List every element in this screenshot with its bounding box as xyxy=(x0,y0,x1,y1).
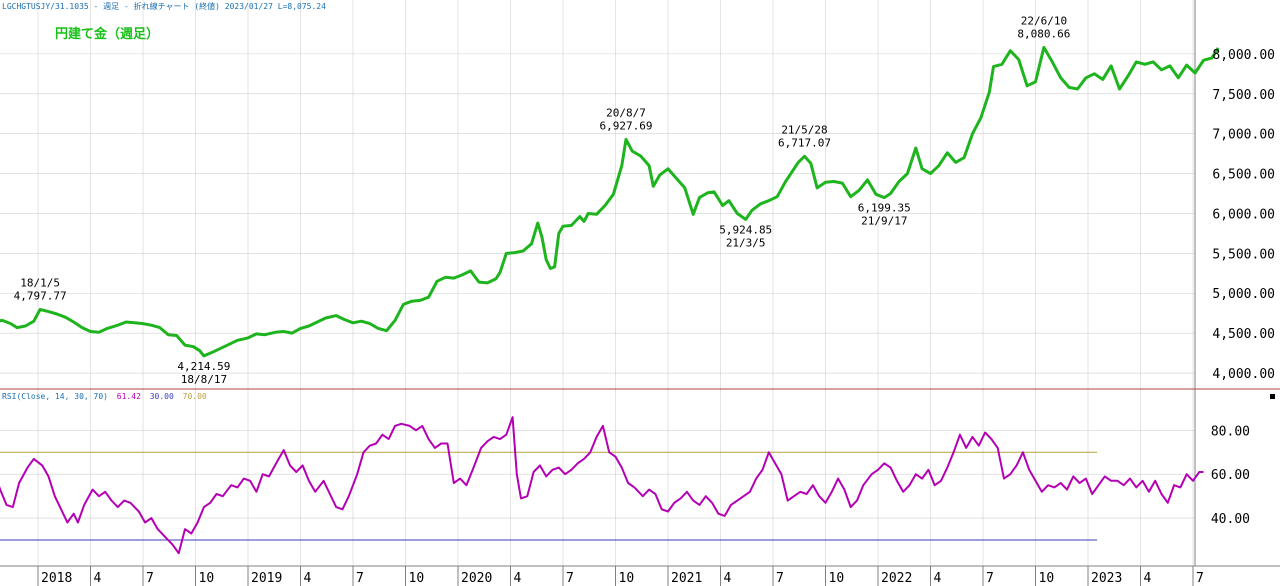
price-panel xyxy=(0,45,1220,358)
x-tick-label: 4 xyxy=(94,571,102,586)
x-tick-label: 4 xyxy=(1144,571,1152,586)
x-tick-label: 10 xyxy=(1039,571,1055,586)
x-tick-label: 10 xyxy=(829,571,845,586)
annotation-label: 21/9/17 xyxy=(861,215,907,228)
annotation-label: 21/3/5 xyxy=(726,236,766,249)
rsi-y-tick-label: 80.00 xyxy=(1211,424,1250,439)
x-tick-label: 7 xyxy=(1196,571,1204,586)
x-tick-label: 2019 xyxy=(251,571,282,586)
rsi-y-tick-label: 60.00 xyxy=(1211,468,1250,483)
grid-lines xyxy=(0,0,1195,566)
x-tick-label: 2018 xyxy=(41,571,72,586)
x-tick-label: 10 xyxy=(409,571,425,586)
x-tick-label: 2022 xyxy=(881,571,912,586)
price-y-tick-label: 6,000.00 xyxy=(1212,207,1275,222)
chart-header: LGCHGTUSJY/31.1035 - 週足 - 折れ線チャート (終値) 2… xyxy=(2,1,326,11)
rsi-header-value: 61.42 xyxy=(117,392,141,401)
x-tick-label: 7 xyxy=(986,571,994,586)
x-tick-label: 2021 xyxy=(671,571,702,586)
x-tick-label: 4 xyxy=(304,571,312,586)
annotation-label: 21/5/28 xyxy=(781,123,827,136)
panel-close-icon[interactable] xyxy=(1270,394,1275,399)
x-axis-labels: 2018 4 7 10 2019 4 7 10 2020 4 7 10 2021 4 7 10 2022 4 7 10… xyxy=(37,566,1204,586)
price-y-tick-label: 5,500.00 xyxy=(1212,247,1275,262)
price-y-tick-label: 8,000.00 xyxy=(1212,48,1275,63)
x-tick-label: 7 xyxy=(776,571,784,586)
x-tick-label: 4 xyxy=(514,571,522,586)
y-axis-labels: 4,000.00 4,500.00 5,000.00 5,500.00 6,000.00… xyxy=(1211,48,1275,527)
x-tick-label: 2023 xyxy=(1091,571,1122,586)
rsi-panel xyxy=(0,416,1204,555)
price-y-tick-label: 4,000.00 xyxy=(1212,367,1275,382)
x-tick-label: 10 xyxy=(619,571,635,586)
annotation-label: 18/1/5 xyxy=(20,276,60,289)
annotation-label: 18/8/17 xyxy=(181,373,227,386)
x-tick-label: 7 xyxy=(146,571,154,586)
annotation-label: 5,924.85 xyxy=(719,223,772,236)
rsi-header-label: RSI(Close, 14, 30, 70) xyxy=(2,392,108,401)
chart-title: 円建て金（週足） xyxy=(55,26,159,42)
x-tick-label: 10 xyxy=(199,571,215,586)
annotation-label: 6,717.07 xyxy=(778,136,831,149)
x-tick-label: 7 xyxy=(356,571,364,586)
annotation-label: 20/8/7 xyxy=(606,106,646,119)
annotation-label: 22/6/10 xyxy=(1021,14,1067,27)
annotation-label: 4,797.77 xyxy=(14,289,67,302)
annotation-label: 4,214.59 xyxy=(177,360,230,373)
price-y-tick-label: 7,000.00 xyxy=(1212,128,1275,143)
annotation-label: 6,199.35 xyxy=(858,202,911,215)
x-tick-label: 7 xyxy=(566,571,574,586)
price-y-tick-label: 4,500.00 xyxy=(1212,327,1275,342)
rsi-y-tick-label: 40.00 xyxy=(1211,512,1250,527)
x-tick-label: 4 xyxy=(724,571,732,586)
rsi-header-upper: 70.00 xyxy=(183,392,207,401)
price-series-line xyxy=(0,45,1220,358)
price-y-tick-label: 6,500.00 xyxy=(1212,168,1275,183)
rsi-header: RSI(Close, 14, 30, 70) 61.42 30.00 70.00 xyxy=(2,392,207,401)
rsi-series-line xyxy=(0,416,1204,555)
x-tick-label: 2020 xyxy=(461,571,492,586)
rsi-header-lower: 30.00 xyxy=(150,392,174,401)
price-y-tick-label: 5,000.00 xyxy=(1212,287,1275,302)
annotation-label: 6,927.69 xyxy=(600,119,653,132)
x-tick-label: 4 xyxy=(934,571,942,586)
price-y-tick-label: 7,500.00 xyxy=(1212,88,1275,103)
annotation-label: 8,080.66 xyxy=(1017,27,1070,40)
